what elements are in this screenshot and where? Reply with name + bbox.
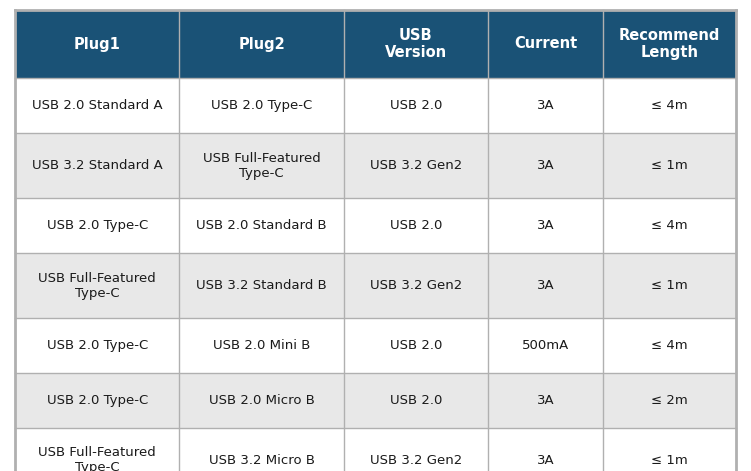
Bar xyxy=(179,133,344,198)
Text: Current: Current xyxy=(514,36,578,51)
Bar xyxy=(344,428,488,471)
Bar xyxy=(603,10,736,78)
Bar xyxy=(603,133,736,198)
Text: USB 2.0 Type-C: USB 2.0 Type-C xyxy=(47,394,148,407)
Text: USB Full-Featured
Type-C: USB Full-Featured Type-C xyxy=(203,152,321,179)
Bar xyxy=(603,318,736,373)
Text: 3A: 3A xyxy=(537,219,554,232)
Text: USB 3.2 Gen2: USB 3.2 Gen2 xyxy=(369,159,462,172)
Text: USB 3.2 Gen2: USB 3.2 Gen2 xyxy=(369,454,462,467)
Bar xyxy=(344,373,488,428)
Text: ≤ 1m: ≤ 1m xyxy=(651,279,688,292)
Bar xyxy=(15,253,179,318)
Text: ≤ 1m: ≤ 1m xyxy=(651,159,688,172)
Text: ≤ 4m: ≤ 4m xyxy=(651,339,688,352)
Text: USB 2.0: USB 2.0 xyxy=(390,219,442,232)
Text: USB 2.0 Type-C: USB 2.0 Type-C xyxy=(211,99,312,112)
Text: USB 2.0: USB 2.0 xyxy=(390,339,442,352)
Text: USB 2.0 Standard A: USB 2.0 Standard A xyxy=(32,99,162,112)
Bar xyxy=(344,253,488,318)
Bar xyxy=(488,10,603,78)
Bar xyxy=(488,78,603,133)
Bar xyxy=(488,133,603,198)
Text: USB Full-Featured
Type-C: USB Full-Featured Type-C xyxy=(38,447,156,471)
Bar xyxy=(488,198,603,253)
Text: USB 3.2 Micro B: USB 3.2 Micro B xyxy=(209,454,315,467)
Bar xyxy=(179,78,344,133)
Bar xyxy=(179,198,344,253)
Text: USB 2.0: USB 2.0 xyxy=(390,394,442,407)
Text: USB 2.0 Mini B: USB 2.0 Mini B xyxy=(213,339,310,352)
Text: Plug2: Plug2 xyxy=(238,36,285,51)
Bar xyxy=(15,133,179,198)
Text: USB 2.0: USB 2.0 xyxy=(390,99,442,112)
Text: 3A: 3A xyxy=(537,279,554,292)
Bar xyxy=(488,428,603,471)
Text: USB 2.0 Type-C: USB 2.0 Type-C xyxy=(47,219,148,232)
Bar xyxy=(15,10,179,78)
Bar xyxy=(603,253,736,318)
Bar xyxy=(179,428,344,471)
Bar xyxy=(15,318,179,373)
Bar xyxy=(344,318,488,373)
Text: USB 2.0 Type-C: USB 2.0 Type-C xyxy=(47,339,148,352)
Text: USB
Version: USB Version xyxy=(385,28,447,60)
Text: USB 3.2 Standard B: USB 3.2 Standard B xyxy=(196,279,327,292)
Bar xyxy=(15,373,179,428)
Bar xyxy=(179,253,344,318)
Text: 500mA: 500mA xyxy=(522,339,569,352)
Bar xyxy=(344,10,488,78)
Bar xyxy=(603,78,736,133)
Bar xyxy=(15,428,179,471)
Text: 3A: 3A xyxy=(537,99,554,112)
Bar xyxy=(15,78,179,133)
Bar xyxy=(488,318,603,373)
Text: USB 3.2 Standard A: USB 3.2 Standard A xyxy=(32,159,162,172)
Text: ≤ 4m: ≤ 4m xyxy=(651,99,688,112)
Text: USB 2.0 Standard B: USB 2.0 Standard B xyxy=(196,219,327,232)
Text: 3A: 3A xyxy=(537,394,554,407)
Bar xyxy=(179,373,344,428)
Bar xyxy=(15,198,179,253)
Text: USB Full-Featured
Type-C: USB Full-Featured Type-C xyxy=(38,271,156,300)
Bar xyxy=(603,428,736,471)
Text: 3A: 3A xyxy=(537,454,554,467)
Bar xyxy=(344,78,488,133)
Text: ≤ 2m: ≤ 2m xyxy=(651,394,688,407)
Bar xyxy=(488,253,603,318)
Bar xyxy=(344,133,488,198)
Text: USB 3.2 Gen2: USB 3.2 Gen2 xyxy=(369,279,462,292)
Bar xyxy=(179,318,344,373)
Text: 3A: 3A xyxy=(537,159,554,172)
Text: Recommend
Length: Recommend Length xyxy=(619,28,720,60)
Text: ≤ 1m: ≤ 1m xyxy=(651,454,688,467)
Bar xyxy=(603,198,736,253)
Text: ≤ 4m: ≤ 4m xyxy=(651,219,688,232)
Bar xyxy=(179,10,344,78)
Bar xyxy=(344,198,488,253)
Text: USB 2.0 Micro B: USB 2.0 Micro B xyxy=(209,394,315,407)
Text: Plug1: Plug1 xyxy=(74,36,121,51)
Bar xyxy=(603,373,736,428)
Bar xyxy=(488,373,603,428)
